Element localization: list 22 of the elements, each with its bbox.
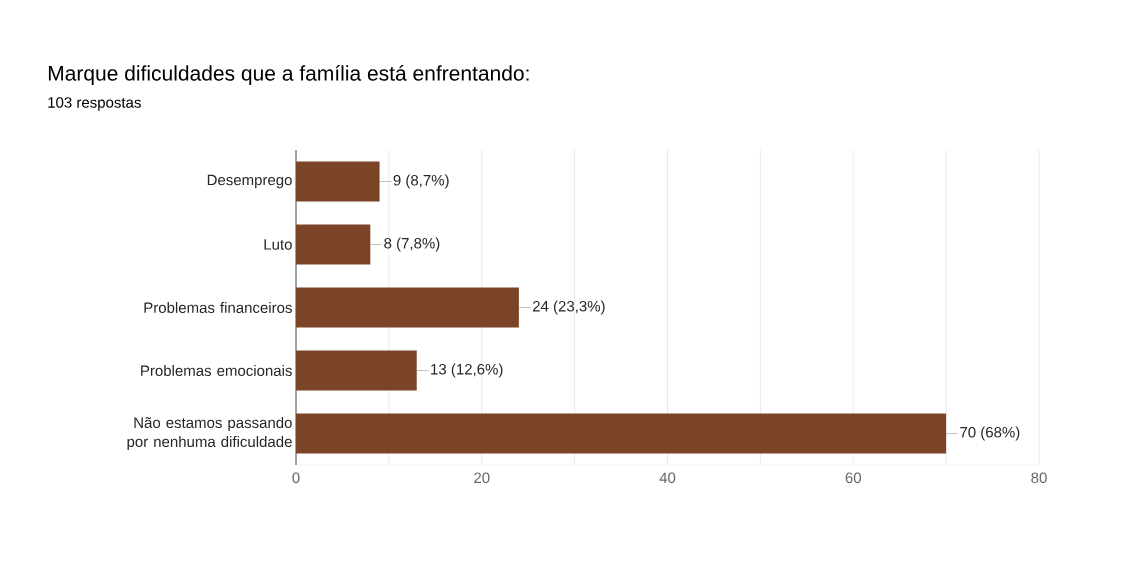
y-tick-label: Problemas financeiros — [144, 301, 292, 313]
x-tick-label: 40 — [659, 472, 676, 484]
y-tick-label: Problemas emocionais — [141, 364, 292, 376]
x-tick-label: 0 — [292, 472, 300, 484]
text: 103 respostas — [48, 97, 141, 111]
data-label: 13 (12,6%) — [431, 363, 503, 378]
x-tick-label: 20 — [474, 472, 490, 484]
chart-title: Marque dificuldades que a família está enfrentando: — [48, 65, 529, 85]
x-tick-label: 60 — [845, 472, 861, 484]
bar — [296, 161, 380, 202]
bar — [296, 350, 417, 391]
data-label: 9 (8,7%) — [393, 174, 449, 189]
x-tick-label: 80 — [1031, 472, 1047, 484]
data-label: 24 (23,3%) — [532, 300, 605, 315]
bar — [296, 413, 947, 454]
y-tick-label: Luto — [264, 239, 292, 250]
y-tick-label: Desemprego — [207, 174, 292, 189]
data-label: 70 (68%) — [960, 426, 1020, 441]
bar — [296, 224, 371, 265]
data-label: 8 (7,8%) — [384, 237, 440, 252]
y-tick-label: Não estamos passando por nenhuma dificuldade — [127, 417, 292, 450]
bar — [296, 287, 519, 328]
